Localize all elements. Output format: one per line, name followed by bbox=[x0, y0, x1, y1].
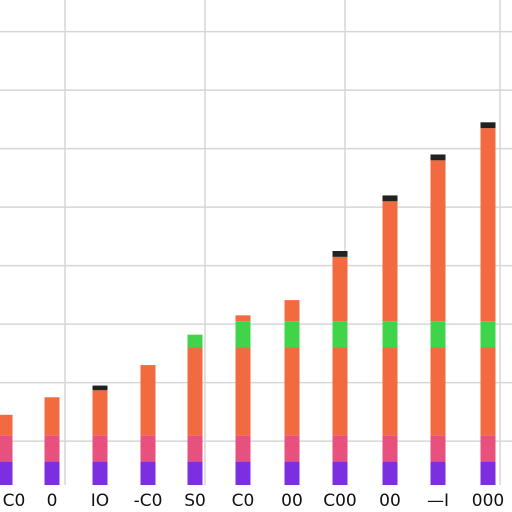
x-tick-label: IO bbox=[91, 491, 109, 511]
x-tick-label: C00 bbox=[323, 491, 357, 511]
bar-segment bbox=[480, 461, 496, 485]
bar-segment bbox=[187, 347, 203, 436]
x-tick-label: C0 bbox=[232, 491, 255, 511]
x-tick-label: -C0 bbox=[134, 491, 163, 511]
x-tick-label: 00 bbox=[281, 491, 303, 511]
bar-segment bbox=[332, 461, 348, 485]
bar-segment bbox=[382, 435, 398, 462]
bar-segment bbox=[92, 385, 108, 391]
bar-segment bbox=[382, 201, 398, 322]
bar-segment bbox=[480, 435, 496, 462]
bar-segment bbox=[235, 315, 251, 322]
bar-segment bbox=[140, 365, 156, 436]
bar-segment bbox=[187, 435, 203, 462]
bar-segment bbox=[284, 321, 300, 348]
bar-segment bbox=[187, 334, 203, 348]
bar-segment bbox=[44, 397, 60, 436]
bar-segment bbox=[480, 122, 496, 129]
bar-segment bbox=[480, 128, 496, 322]
x-tick-label: —I bbox=[427, 491, 449, 511]
bar-segment bbox=[140, 435, 156, 462]
bar-segment bbox=[235, 461, 251, 485]
bar-segment bbox=[92, 435, 108, 462]
bar-segment bbox=[480, 347, 496, 436]
bar-segment bbox=[480, 321, 496, 348]
bar-segment bbox=[92, 461, 108, 485]
bar-segment bbox=[382, 321, 398, 348]
bar-segment bbox=[235, 435, 251, 462]
bar-segment bbox=[0, 435, 13, 462]
bar-segment bbox=[44, 461, 60, 485]
bar-segment bbox=[235, 321, 251, 348]
bar-segment bbox=[430, 321, 446, 348]
bar-segment bbox=[44, 435, 60, 462]
bar-segment bbox=[284, 435, 300, 462]
bar-segment bbox=[382, 195, 398, 202]
bar-segment bbox=[284, 461, 300, 485]
x-tick-label: S0 bbox=[184, 491, 206, 511]
x-tick-label: 00 bbox=[379, 491, 401, 511]
bar-segment bbox=[430, 160, 446, 322]
x-tick-label: C0 bbox=[3, 491, 26, 511]
bar-segment bbox=[382, 461, 398, 485]
bar-segment bbox=[0, 414, 13, 436]
bar-segment bbox=[187, 461, 203, 485]
bar-segment bbox=[284, 347, 300, 436]
bar-segment bbox=[382, 347, 398, 436]
bar-segment bbox=[332, 321, 348, 348]
bar-segment bbox=[430, 347, 446, 436]
bar-segment bbox=[140, 461, 156, 485]
bar-segment bbox=[430, 154, 446, 161]
bar-segment bbox=[332, 347, 348, 436]
bar-segment bbox=[332, 256, 348, 322]
bar-segment bbox=[0, 461, 13, 485]
bar-segment bbox=[430, 461, 446, 485]
bar-segment bbox=[284, 300, 300, 322]
bar-segment bbox=[430, 435, 446, 462]
x-tick-label: 000 bbox=[472, 491, 504, 511]
x-tick-label: 0 bbox=[47, 491, 58, 511]
bar-segment bbox=[332, 251, 348, 257]
bar-segment bbox=[235, 347, 251, 436]
bar-segment bbox=[92, 390, 108, 436]
bar-segment bbox=[332, 435, 348, 462]
